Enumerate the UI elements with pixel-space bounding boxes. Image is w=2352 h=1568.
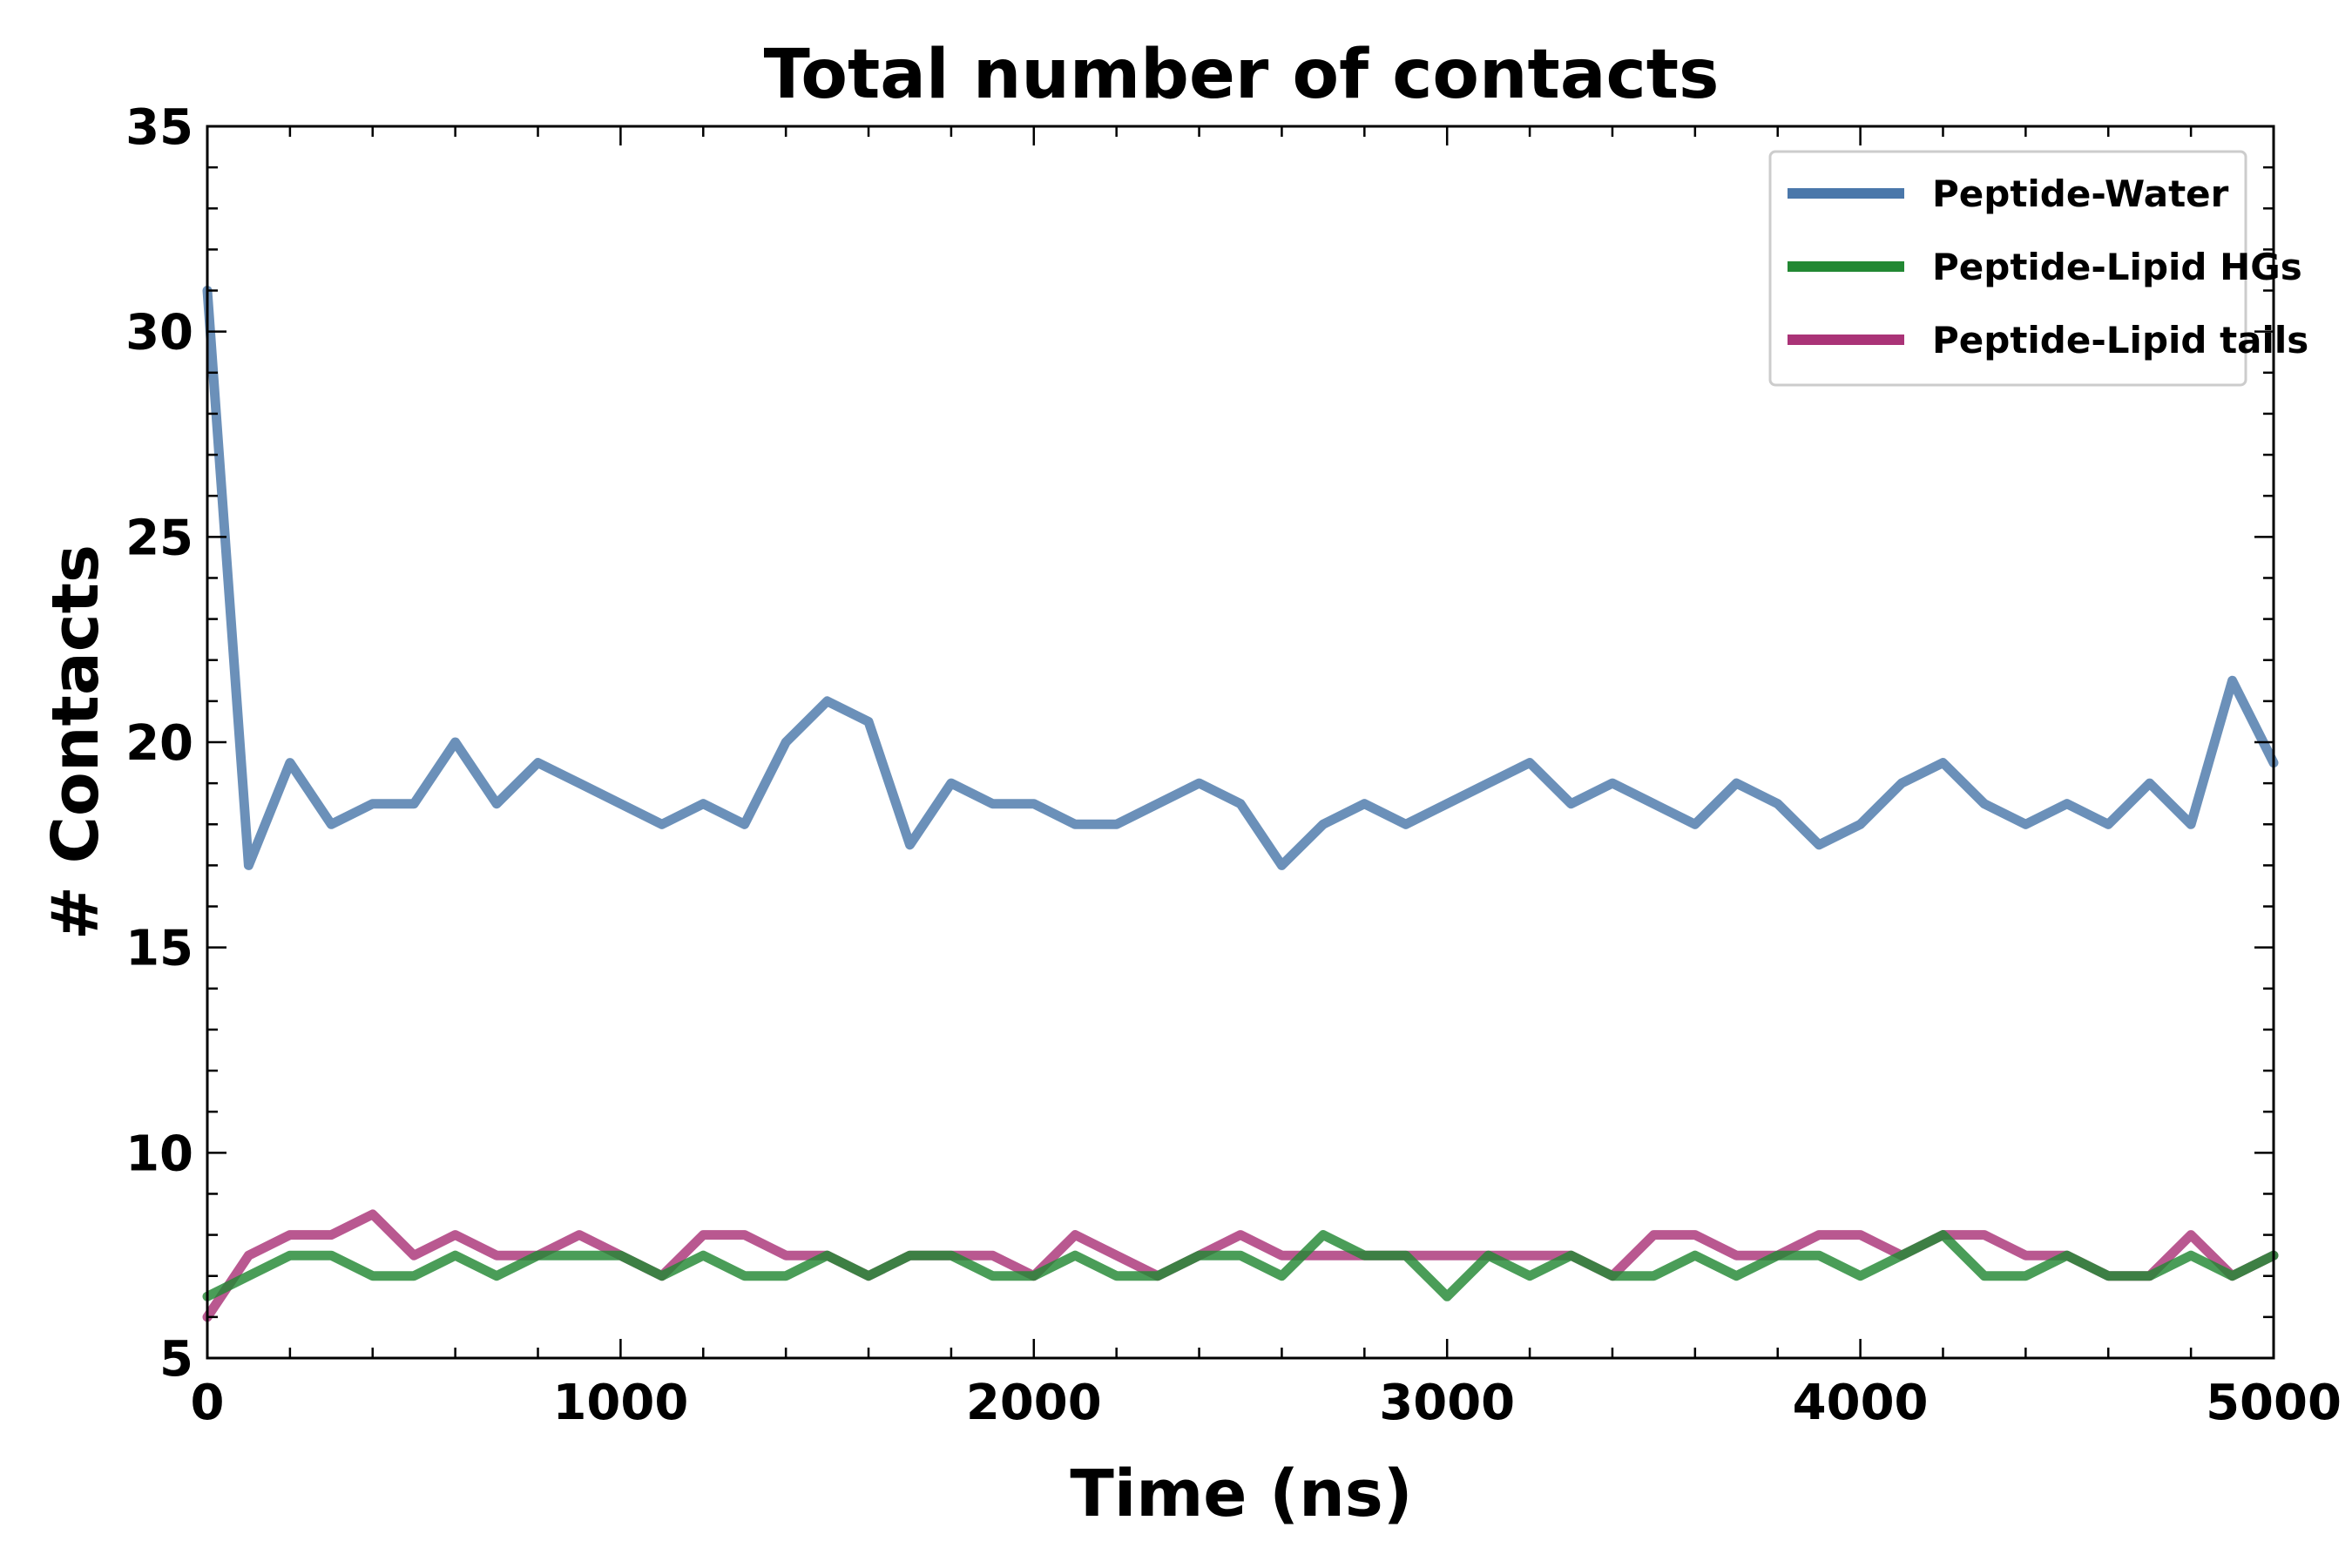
legend-box <box>1768 150 2247 387</box>
x-tick-label: 1000 <box>552 1375 688 1431</box>
series-line-peptide-water <box>202 286 2279 870</box>
y-tick-label: 20 <box>125 715 193 772</box>
x-tick-label: 4000 <box>1793 1375 1929 1431</box>
axis-ticks <box>206 125 2275 1360</box>
legend-label: Peptide-Water <box>1932 172 2229 215</box>
legend: Peptide-Water Peptide-Lipid HGs Peptide-Li… <box>1768 150 2308 387</box>
y-tick-label: 5 <box>159 1331 193 1388</box>
x-tick-label: 5000 <box>2206 1375 2342 1431</box>
y-tick-label: 15 <box>125 921 193 977</box>
x-tick-label: 3000 <box>1379 1375 1515 1431</box>
y-tick-label: 35 <box>125 99 193 156</box>
plot-lines <box>202 286 2279 1322</box>
x-tick-label: 0 <box>191 1375 225 1431</box>
y-tick-label: 10 <box>125 1125 193 1182</box>
legend-label: Peptide-Lipid HGs <box>1932 246 2302 288</box>
chart-title: Total number of contacts <box>764 36 1720 114</box>
series-line-peptide-lipid-hgs <box>202 1230 2279 1301</box>
x-tick-label: 2000 <box>966 1375 1102 1431</box>
legend-label: Peptide-Lipid tails <box>1932 319 2308 362</box>
y-axis-label: # Contacts <box>38 544 113 940</box>
tick-labels: 0 1000 2000 3000 4000 5000 5 10 15 20 25 30 35 <box>125 99 2342 1431</box>
x-axis-label: Time (ns) <box>1070 1456 1412 1531</box>
y-tick-label: 25 <box>125 510 193 566</box>
y-tick-label: 30 <box>125 305 193 362</box>
